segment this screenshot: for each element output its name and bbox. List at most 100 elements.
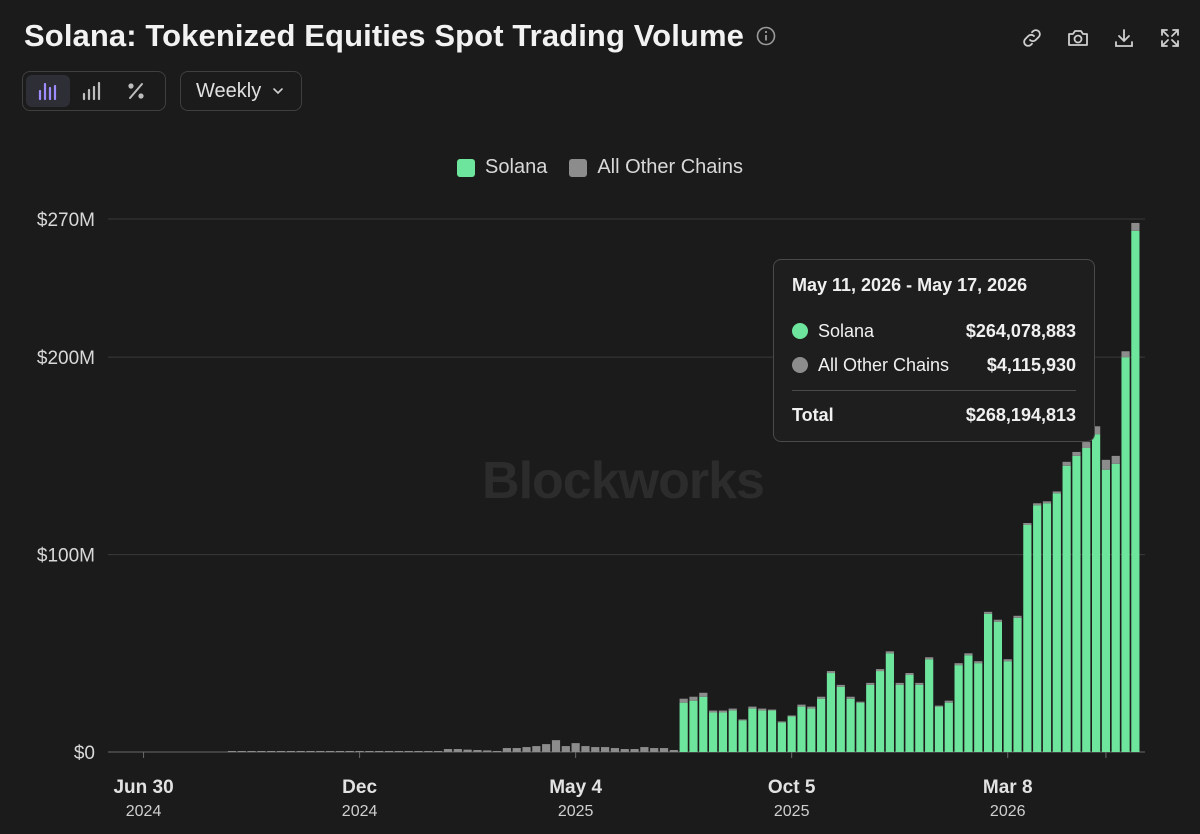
bar-other-chains[interactable]	[296, 751, 305, 752]
bar-solana[interactable]	[836, 686, 845, 752]
bar-other-chains[interactable]	[1092, 426, 1101, 435]
bar-other-chains[interactable]	[483, 750, 492, 752]
bar-other-chains[interactable]	[492, 751, 502, 752]
bar-other-chains[interactable]	[974, 661, 983, 664]
bar-solana[interactable]	[856, 702, 865, 752]
bar-other-chains[interactable]	[434, 751, 443, 752]
bar-other-chains[interactable]	[885, 651, 894, 654]
bar-solana[interactable]	[944, 702, 953, 752]
bar-solana[interactable]	[1023, 524, 1032, 752]
bar-other-chains[interactable]	[709, 710, 718, 713]
bar-other-chains[interactable]	[424, 751, 433, 752]
stacked-bars-button[interactable]	[26, 75, 70, 107]
bar-chart-button[interactable]	[70, 75, 114, 107]
bar-solana[interactable]	[1082, 447, 1091, 752]
bar-other-chains[interactable]	[542, 744, 551, 752]
bar-solana[interactable]	[718, 712, 728, 752]
bar-other-chains[interactable]	[787, 715, 796, 717]
bar-other-chains[interactable]	[630, 749, 639, 752]
bar-other-chains[interactable]	[669, 750, 678, 752]
bar-other-chains[interactable]	[473, 750, 482, 752]
bar-other-chains[interactable]	[640, 747, 649, 752]
bar-other-chains[interactable]	[807, 706, 816, 709]
bar-other-chains[interactable]	[512, 748, 521, 752]
percent-button[interactable]	[114, 75, 158, 107]
bar-solana[interactable]	[846, 698, 855, 752]
bar-solana[interactable]	[895, 684, 904, 752]
bar-solana[interactable]	[1033, 505, 1042, 752]
bar-other-chains[interactable]	[522, 747, 531, 752]
bar-solana[interactable]	[1042, 503, 1052, 752]
bar-other-chains[interactable]	[286, 751, 295, 752]
bar-solana[interactable]	[679, 702, 688, 752]
bar-other-chains[interactable]	[993, 619, 1002, 622]
camera-icon[interactable]	[1066, 26, 1090, 50]
bar-solana[interactable]	[826, 673, 836, 752]
bar-solana[interactable]	[728, 710, 737, 752]
bar-other-chains[interactable]	[1101, 459, 1111, 470]
bar-other-chains[interactable]	[748, 706, 757, 709]
bar-other-chains[interactable]	[826, 671, 836, 674]
bar-solana[interactable]	[925, 659, 934, 752]
bar-solana[interactable]	[915, 684, 924, 752]
bar-solana[interactable]	[983, 613, 993, 752]
bar-other-chains[interactable]	[738, 719, 747, 721]
info-circle-icon[interactable]	[756, 26, 776, 46]
bar-other-chains[interactable]	[1033, 503, 1042, 506]
bar-other-chains[interactable]	[620, 749, 629, 752]
bar-other-chains[interactable]	[355, 751, 364, 752]
bar-solana[interactable]	[1111, 463, 1120, 752]
bar-other-chains[interactable]	[267, 751, 276, 752]
bar-other-chains[interactable]	[227, 751, 237, 752]
bar-other-chains[interactable]	[551, 740, 561, 752]
bar-solana[interactable]	[875, 671, 885, 752]
bar-other-chains[interactable]	[375, 751, 384, 752]
bar-solana[interactable]	[934, 706, 944, 752]
bar-other-chains[interactable]	[1082, 442, 1091, 448]
legend-item-other-chains[interactable]: All Other Chains	[569, 156, 743, 179]
bar-other-chains[interactable]	[846, 696, 855, 699]
bar-other-chains[interactable]	[316, 751, 325, 752]
bar-other-chains[interactable]	[335, 751, 345, 752]
bar-solana[interactable]	[974, 663, 983, 752]
bar-other-chains[interactable]	[875, 669, 885, 672]
bar-solana[interactable]	[866, 684, 875, 752]
bar-other-chains[interactable]	[1072, 451, 1081, 456]
bar-other-chains[interactable]	[728, 708, 737, 711]
bar-other-chains[interactable]	[797, 704, 806, 707]
bar-solana[interactable]	[1131, 230, 1140, 752]
bar-other-chains[interactable]	[1052, 491, 1061, 494]
bar-solana[interactable]	[1003, 661, 1012, 752]
bar-other-chains[interactable]	[983, 611, 993, 614]
bar-other-chains[interactable]	[345, 751, 354, 752]
bar-solana[interactable]	[777, 722, 786, 752]
bar-solana[interactable]	[787, 716, 796, 752]
bar-other-chains[interactable]	[1023, 523, 1032, 525]
bar-other-chains[interactable]	[326, 751, 335, 752]
bar-solana[interactable]	[817, 698, 826, 752]
bar-solana[interactable]	[699, 696, 708, 752]
period-select[interactable]: Weekly	[180, 71, 302, 111]
bar-other-chains[interactable]	[601, 747, 610, 752]
bar-other-chains[interactable]	[1121, 351, 1130, 358]
bar-other-chains[interactable]	[758, 708, 767, 711]
bar-solana[interactable]	[738, 720, 747, 752]
bar-other-chains[interactable]	[1013, 615, 1022, 618]
bar-other-chains[interactable]	[689, 696, 698, 701]
bar-other-chains[interactable]	[561, 746, 570, 752]
bar-other-chains[interactable]	[610, 748, 620, 752]
bar-solana[interactable]	[748, 708, 757, 752]
bar-other-chains[interactable]	[934, 705, 944, 707]
bar-solana[interactable]	[709, 712, 718, 752]
expand-icon[interactable]	[1158, 26, 1182, 50]
bar-other-chains[interactable]	[895, 682, 904, 685]
download-icon[interactable]	[1112, 26, 1136, 50]
bar-other-chains[interactable]	[414, 751, 423, 752]
legend-item-solana[interactable]: Solana	[457, 156, 547, 179]
bar-other-chains[interactable]	[964, 653, 973, 656]
bar-other-chains[interactable]	[954, 663, 963, 666]
bar-other-chains[interactable]	[944, 700, 953, 703]
bar-other-chains[interactable]	[679, 698, 688, 703]
bar-other-chains[interactable]	[237, 751, 246, 752]
bar-solana[interactable]	[1013, 617, 1022, 752]
